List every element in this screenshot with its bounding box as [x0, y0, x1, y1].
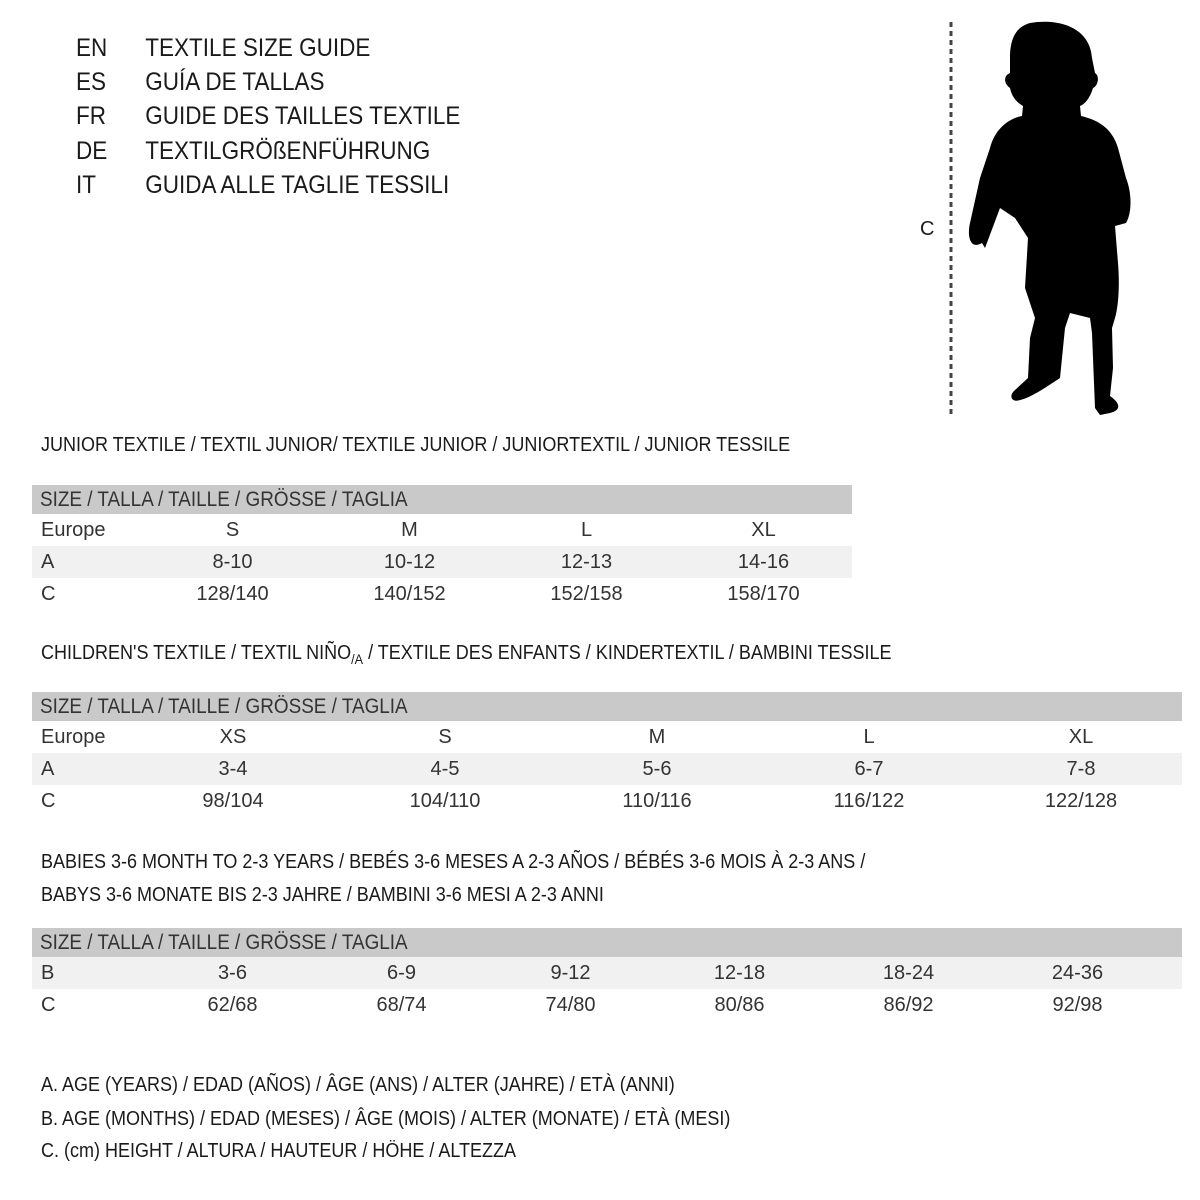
table-cell: S [438, 726, 452, 748]
legend-b: B. AGE (MONTHS) / EDAD (MESES) / ÂGE (MO… [41, 1108, 731, 1130]
table-cell: XL [1068, 726, 1094, 748]
child-silhouette-icon [949, 21, 1131, 415]
language-code: FR [76, 102, 106, 130]
table-cell: 7-8 [1066, 758, 1096, 780]
table-cell: 116/122 [833, 790, 905, 812]
table-header-text: SIZE / TALLA / TAILLE / GRÖSSE / TAGLIA [40, 488, 408, 511]
table-cell: 6-7 [854, 758, 884, 780]
junior-size-table: SIZE / TALLA / TAILLE / GRÖSSE / TAGLIA … [32, 485, 852, 610]
table-cell: 9-12 [550, 962, 591, 984]
language-title: TEXTILGRÖßENFÜHRUNG [145, 137, 431, 165]
language-title: GUÍA DE TALLAS [145, 68, 325, 96]
babies-size-table: SIZE / TALLA / TAILLE / GRÖSSE / TAGLIA … [32, 928, 1182, 1021]
table-cell: 122/128 [1044, 790, 1118, 812]
language-code: ES [76, 68, 107, 96]
language-code: EN [76, 34, 108, 62]
babies-section-title-line2: BABYS 3-6 MONATE BIS 2-3 JAHRE / BAMBINI… [41, 884, 604, 906]
table-cell: 104/110 [409, 790, 481, 812]
table-cell: 12-13 [560, 551, 613, 573]
table-row: Europe S M L XL [32, 514, 852, 546]
table-cell: 24-36 [1051, 962, 1104, 984]
children-size-table: SIZE / TALLA / TAILLE / GRÖSSE / TAGLIA … [32, 692, 1182, 817]
table-cell: 6-9 [387, 962, 416, 984]
table-cell: 140/152 [373, 583, 446, 605]
height-measure-label: C [920, 218, 935, 240]
table-cell: 74/80 [545, 994, 596, 1016]
table-header-text: SIZE / TALLA / TAILLE / GRÖSSE / TAGLIA [40, 931, 408, 954]
table-row: Europe XS S M L XL [32, 721, 1182, 753]
table-cell: S [225, 519, 240, 541]
title-text: CHILDREN'S TEXTILE / TEXTIL NIÑO [41, 642, 352, 664]
table-cell: 128/140 [196, 583, 269, 605]
row-label: Europe [41, 726, 106, 748]
table-cell: 68/74 [376, 994, 427, 1016]
row-label: C [41, 790, 56, 812]
table-cell: M [401, 519, 418, 541]
table-cell: XS [219, 726, 247, 748]
table-header: SIZE / TALLA / TAILLE / GRÖSSE / TAGLIA [32, 692, 1182, 721]
table-cell: 152/158 [550, 583, 623, 605]
table-row: C 62/68 68/74 74/80 80/86 86/92 92/98 [32, 989, 1182, 1021]
row-label: B [41, 962, 55, 984]
table-cell: L [580, 519, 593, 541]
table-cell: 80/86 [714, 994, 765, 1016]
language-title: GUIDA ALLE TAGLIE TESSILI [145, 171, 450, 199]
table-cell: 86/92 [883, 994, 934, 1016]
row-label: A [41, 551, 55, 573]
table-header: SIZE / TALLA / TAILLE / GRÖSSE / TAGLIA [32, 928, 1182, 957]
row-label: C [41, 583, 56, 605]
table-row: C 98/104 104/110 110/116 116/122 122/128 [32, 785, 1182, 817]
table-cell: 12-18 [713, 962, 766, 984]
table-cell: 5-6 [642, 758, 672, 780]
table-cell: 8-10 [212, 551, 253, 573]
table-cell: 98/104 [202, 790, 264, 812]
junior-section-title: JUNIOR TEXTILE / TEXTIL JUNIOR/ TEXTILE … [41, 434, 791, 456]
table-cell: L [863, 726, 875, 748]
children-section-title: CHILDREN'S TEXTILE / TEXTIL NIÑO/A / TEX… [41, 642, 892, 667]
legend-c: C. (cm) HEIGHT / ALTURA / HAUTEUR / HÖHE… [41, 1140, 517, 1162]
row-label: C [41, 994, 56, 1016]
babies-section-title-line1: BABIES 3-6 MONTH TO 2-3 YEARS / BEBÉS 3-… [41, 851, 866, 873]
row-label: A [41, 758, 55, 780]
table-cell: 62/68 [207, 994, 258, 1016]
table-header-text: SIZE / TALLA / TAILLE / GRÖSSE / TAGLIA [40, 695, 408, 718]
language-title: TEXTILE SIZE GUIDE [145, 34, 371, 62]
table-cell: 3-6 [218, 962, 247, 984]
title-subscript: /A [351, 651, 364, 667]
table-cell: 4-5 [430, 758, 460, 780]
table-header: SIZE / TALLA / TAILLE / GRÖSSE / TAGLIA [32, 485, 852, 514]
language-title: GUIDE DES TAILLES TEXTILE [145, 102, 461, 130]
table-cell: 92/98 [1052, 994, 1103, 1016]
table-cell: 158/170 [727, 583, 800, 605]
table-row: C 128/140 140/152 152/158 158/170 [32, 578, 852, 610]
table-row: B 3-6 6-9 9-12 12-18 18-24 24-36 [32, 957, 1182, 989]
language-code: DE [76, 137, 108, 165]
table-cell: 10-12 [383, 551, 436, 573]
table-row: A 3-4 4-5 5-6 6-7 7-8 [32, 753, 1182, 785]
row-label: Europe [41, 519, 106, 541]
legend-a: A. AGE (YEARS) / EDAD (AÑOS) / ÂGE (ANS)… [41, 1074, 675, 1096]
table-cell: 3-4 [218, 758, 248, 780]
table-row: A 8-10 10-12 12-13 14-16 [32, 546, 852, 578]
table-cell: XL [751, 519, 776, 541]
title-text: / TEXTILE DES ENFANTS / KINDERTEXTIL / B… [363, 642, 892, 664]
table-cell: 14-16 [737, 551, 790, 573]
table-cell: M [648, 726, 666, 748]
language-code: IT [76, 171, 96, 199]
table-cell: 110/116 [622, 790, 692, 812]
table-cell: 18-24 [882, 962, 935, 984]
